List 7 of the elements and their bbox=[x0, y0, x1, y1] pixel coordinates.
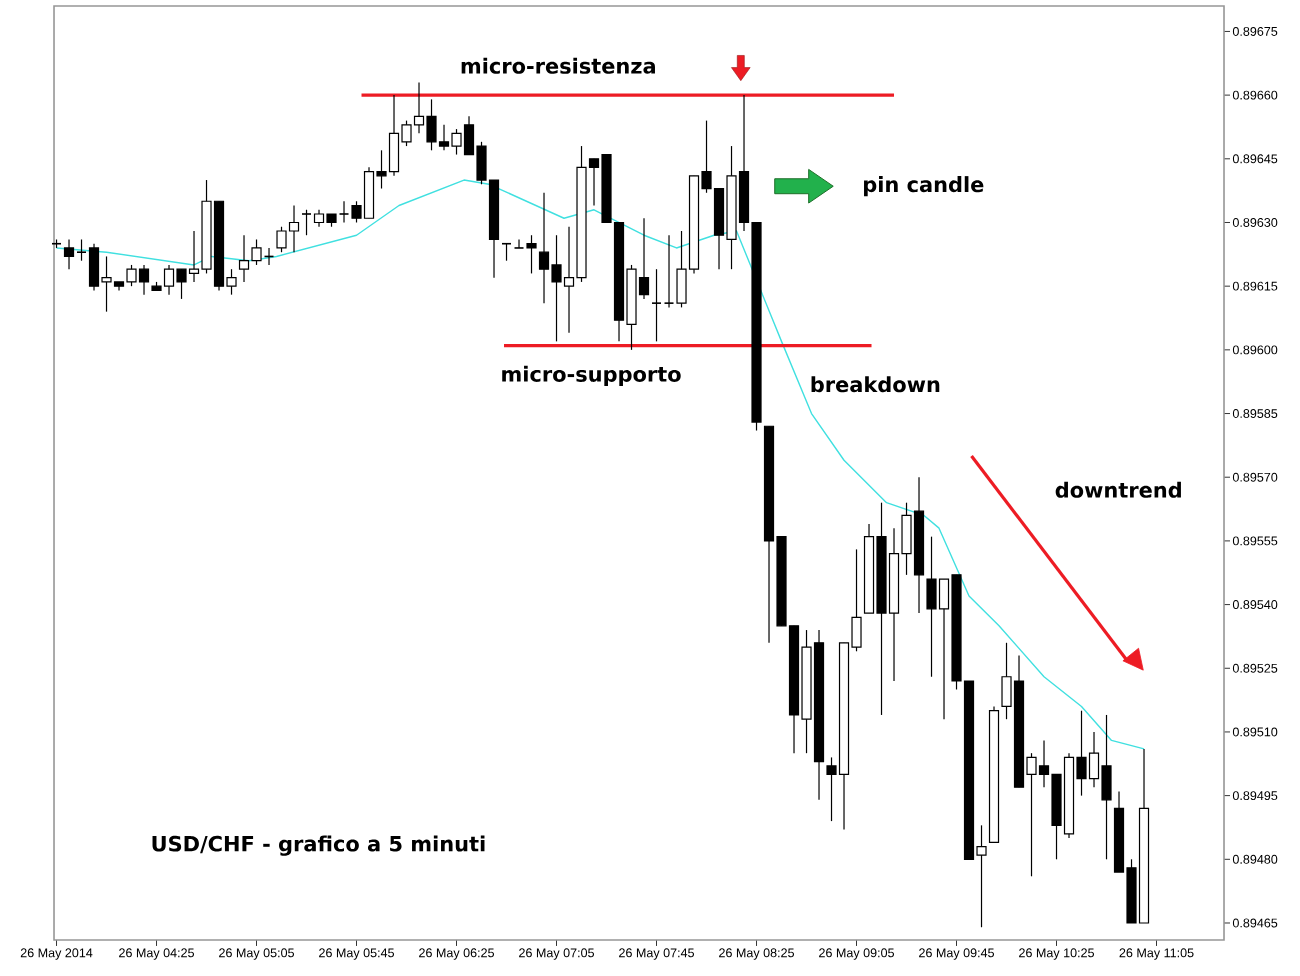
candlestick bbox=[651, 268, 662, 342]
annotation: breakdown bbox=[811, 376, 940, 393]
annotation: micro-resistenza bbox=[461, 57, 655, 74]
annotation: pin candle bbox=[864, 176, 984, 197]
annotation: downtrend bbox=[1055, 481, 1181, 498]
annotation: USD/CHF - grafico a 5 minuti bbox=[152, 835, 485, 856]
annotation: micro-supporto bbox=[502, 365, 681, 386]
